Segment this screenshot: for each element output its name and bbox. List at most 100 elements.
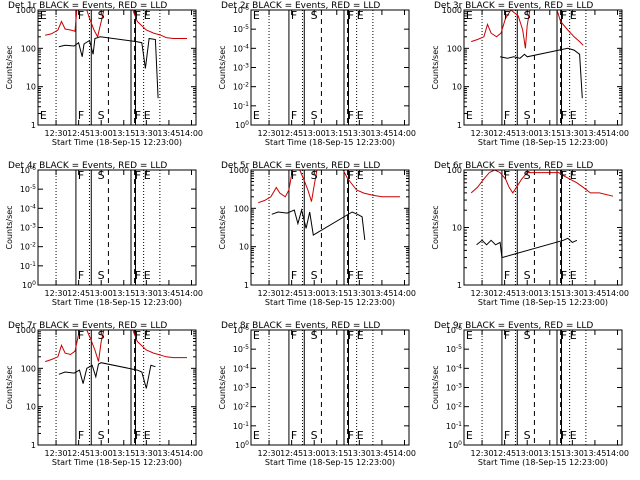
event-marker-top: F [78,9,84,22]
x-tick-label: 13:45 [157,449,180,458]
x-tick-label: 12:45 [280,449,303,458]
panel-title: Det 8r BLACK = Events, RED = LLD [221,321,380,331]
series-line-lld [471,10,584,49]
y-tick-label: 10-2 [233,402,249,412]
event-marker-top: F [504,329,510,342]
y-tick-label: 10-3 [233,383,249,393]
series-line-events [58,362,156,389]
event-marker-top: F [291,329,297,342]
x-tick-label: 13:30 [348,129,371,138]
series-line-lld [45,10,187,39]
y-tick-label: 10-5 [233,24,249,34]
x-tick-label: 13:45 [370,449,393,458]
event-marker-top: E [144,329,151,342]
event-marker-bottom: E [144,109,151,122]
plot-frame [37,9,197,126]
x-tick-label: 13:45 [370,289,393,298]
x-axis-label: Start Time (18-Sep-15 12:23:00) [265,138,395,147]
x-tick-label: 13:15 [538,449,561,458]
panel-title: Det 2r BLACK = Events, RED = LLD [221,1,380,11]
event-marker-top: E [357,169,364,182]
x-axis-label: Start Time (18-Sep-15 12:23:00) [478,138,608,147]
x-tick-label: 13:00 [303,449,326,458]
y-tick-label: 100 [447,44,462,53]
event-marker-top: E [570,9,577,22]
x-tick-label: 14:00 [393,289,416,298]
x-tick-label: 13:15 [112,449,135,458]
x-tick-label: 12:30 [258,289,281,298]
y-tick-label: 100 [22,280,36,290]
event-marker-top: E [253,329,260,342]
x-tick-label: 12:45 [493,449,516,458]
y-tick-label: 10-1 [20,261,36,271]
y-tick-label: 100 [234,204,249,213]
y-tick-label: 10-3 [446,383,462,393]
x-tick-label: 13:15 [325,129,348,138]
y-tick-label: 1000 [442,6,462,15]
panel-title: Det 3r BLACK = Events, RED = LLD [434,1,593,11]
y-axis-label: Counts/sec [5,205,14,249]
x-tick-label: 13:00 [516,129,539,138]
x-axis-label: Start Time (18-Sep-15 12:23:00) [265,458,395,467]
detector-panel-2: Det 2r BLACK = Events, RED = LLD 100 10-1 1… [218,1,416,147]
x-tick-label: 13:00 [90,129,113,138]
event-marker-bottom: E [144,429,151,442]
event-marker-bottom: F [135,109,141,122]
event-marker-bottom: S [524,429,531,442]
panel-title: Det 5r BLACK = Events, RED = LLD [221,161,380,171]
event-marker-bottom: E [466,109,473,122]
event-marker-top: E [144,169,151,182]
y-tick-label: 10-5 [233,344,249,354]
event-marker-top: F [348,169,354,182]
event-marker-bottom: E [357,269,364,282]
event-marker-top: S [311,9,318,22]
event-marker-top: E [40,9,47,22]
event-marker-bottom: F [348,269,354,282]
event-marker-bottom: E [570,109,577,122]
event-marker-top: E [570,169,577,182]
event-marker-bottom: F [561,109,567,122]
event-marker-top: E [570,329,577,342]
event-marker-bottom: F [504,109,510,122]
plot-frame [463,329,623,446]
x-tick-label: 12:45 [280,129,303,138]
event-marker-top: E [357,9,364,22]
event-marker-bottom: E [357,429,364,442]
y-tick-label: 1000 [16,326,36,335]
y-tick-label: 10-3 [233,63,249,73]
y-tick-label: 100 [235,440,249,450]
y-tick-label: 1000 [229,166,249,175]
y-tick-label: 10-6 [20,165,36,175]
event-marker-top: F [291,169,297,182]
event-marker-top: S [311,169,318,182]
event-marker-top: S [98,329,105,342]
event-marker-bottom: S [98,269,105,282]
event-marker-bottom: S [311,429,318,442]
x-axis-label: Start Time (18-Sep-15 12:23:00) [52,298,182,307]
event-marker-bottom: F [135,429,141,442]
event-marker-top: F [348,329,354,342]
event-marker-bottom: S [311,109,318,122]
x-tick-label: 14:00 [606,449,629,458]
series-line-events [476,237,578,259]
series-line-events [271,208,366,240]
event-marker-bottom: S [98,109,105,122]
x-tick-label: 13:45 [157,289,180,298]
panel-title: Det 4r BLACK = Events, RED = LLD [8,161,167,171]
y-tick-label: 100 [448,440,462,450]
y-tick-label: 10-4 [20,203,36,213]
y-tick-label: 10-6 [233,325,249,335]
event-marker-top: F [348,9,354,22]
y-tick-label: 10-4 [233,363,249,373]
event-marker-bottom: E [253,109,260,122]
y-axis-label: Counts/sec [5,365,14,409]
event-marker-top: F [561,169,567,182]
detector-panel-9: Det 9r BLACK = Events, RED = LLD 100 10-1 1… [431,321,629,467]
x-tick-label: 13:30 [348,449,371,458]
plot-frame [37,169,197,286]
y-tick-label: 10-2 [446,402,462,412]
x-tick-label: 12:30 [45,129,68,138]
x-tick-label: 13:30 [561,289,584,298]
x-tick-label: 12:30 [45,449,68,458]
x-tick-label: 14:00 [393,449,416,458]
